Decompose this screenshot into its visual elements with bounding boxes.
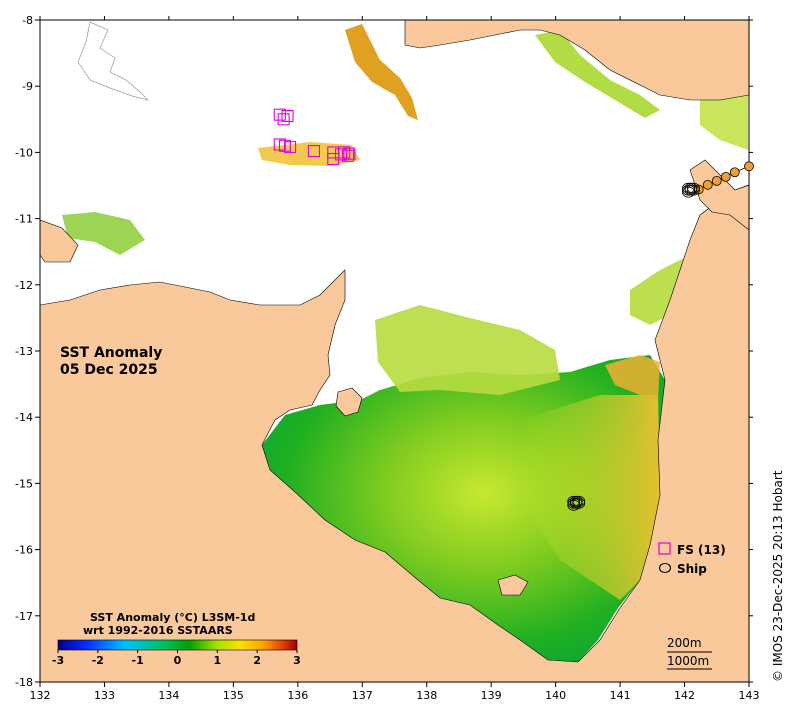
landmass-cape-york-tip xyxy=(689,159,749,231)
track-point xyxy=(711,175,722,186)
ship-legend-label: Ship xyxy=(677,562,707,576)
x-tick-label: 134 xyxy=(158,689,179,702)
track-point xyxy=(744,161,754,172)
sst-patch-north xyxy=(375,305,560,395)
y-tick-label: -9 xyxy=(22,80,33,93)
x-tick-label: 135 xyxy=(223,689,244,702)
sst-patch-east xyxy=(700,95,748,150)
y-tick-label: -17 xyxy=(15,610,33,623)
colorbar-tick-label: -2 xyxy=(92,654,104,667)
landmass-wellesley-islands xyxy=(497,574,529,596)
fs-station-marker xyxy=(273,108,286,121)
ship-marker xyxy=(682,186,695,198)
map-title-line2: 05 Dec 2025 xyxy=(60,362,158,378)
coastline-islands-nw xyxy=(77,21,150,101)
x-tick-label: 136 xyxy=(287,689,308,702)
fs-station-marker xyxy=(277,113,290,126)
landmass-new-guinea xyxy=(404,20,749,101)
fs-legend-label: FS (13) xyxy=(677,543,726,557)
y-tick-label: -12 xyxy=(15,279,33,292)
x-tick-label: 141 xyxy=(610,689,631,702)
x-axis: 132 133 134 135 136 137 138 139 140 141 142 143 xyxy=(30,16,760,702)
colorbar-tick-label: 2 xyxy=(253,654,261,667)
sst-patch-center xyxy=(258,142,360,166)
y-tick-label: -15 xyxy=(15,477,33,490)
ship-marker xyxy=(567,497,581,509)
scale-label-200m: 200m xyxy=(667,636,702,650)
fs-station-marker xyxy=(327,152,340,166)
ship-legend-icon xyxy=(658,562,672,574)
colorbar-gradient xyxy=(57,639,298,651)
y-tick-label: -16 xyxy=(15,544,33,557)
x-tick-label: 133 xyxy=(94,689,115,702)
x-tick-label: 138 xyxy=(416,689,437,702)
colorbar-tick-label: -1 xyxy=(132,654,144,667)
colorbar-tick-label: -3 xyxy=(52,654,64,667)
y-tick-label: -8 xyxy=(22,14,33,27)
landmass-groote-eylandt xyxy=(335,387,363,417)
colorbar-tick-label: 3 xyxy=(293,654,301,667)
x-tick-label: 143 xyxy=(739,689,760,702)
ship-marker xyxy=(684,184,698,196)
map-title-line1: SST Anomaly xyxy=(60,345,162,361)
track-point xyxy=(702,179,713,190)
landmass-west-island xyxy=(40,219,79,263)
colorbar-tick-label: 0 xyxy=(174,654,182,667)
depth-scale: 200m 1000m xyxy=(667,636,712,670)
colorbar-title-line1: SST Anomaly (°C) L3SM-1d xyxy=(90,611,255,624)
sst-patch-arafura-nw xyxy=(345,24,418,120)
y-tick-label: -18 xyxy=(15,676,33,689)
y-axis: -8-9-10-11-12-13-14-15-16-17-18 xyxy=(15,14,753,689)
track-point xyxy=(720,171,731,182)
sst-warm-northeast xyxy=(605,355,660,400)
sst-patch-west xyxy=(62,212,145,255)
fs-station-marker xyxy=(334,148,348,161)
fs-station-marker xyxy=(273,138,286,151)
x-tick-label: 137 xyxy=(352,689,373,702)
fs-station-marker xyxy=(342,149,355,162)
scale-label-1000m: 1000m xyxy=(667,654,709,668)
sst-warm-east xyxy=(520,395,660,600)
y-tick-label: -10 xyxy=(15,146,33,159)
colorbar: SST Anomaly (°C) L3SM-1d wrt 1992-2016 S… xyxy=(52,611,301,667)
fs-station-marker xyxy=(307,145,320,158)
landmass-arnhem-land xyxy=(40,184,749,682)
land xyxy=(40,20,749,682)
x-tick-label: 140 xyxy=(545,689,566,702)
x-tick-label: 142 xyxy=(674,689,695,702)
ship-marker xyxy=(682,184,695,196)
ship-positions xyxy=(567,182,700,511)
ship-marker xyxy=(567,499,581,511)
colorbar-title-line2: wrt 1992-2016 SSTAARS xyxy=(83,624,233,637)
glider-track xyxy=(693,161,754,195)
marker-legend: FS (13) Ship xyxy=(658,542,726,576)
fs-station-marker xyxy=(343,147,356,160)
imos-credit: © IMOS 23-Dec-2025 20:13 Hobart xyxy=(771,470,785,682)
ship-marker xyxy=(569,497,583,509)
plot-area xyxy=(40,20,749,682)
y-tick-label: -11 xyxy=(15,213,33,226)
fs-legend-icon xyxy=(658,542,671,555)
y-tick-label: -13 xyxy=(15,345,33,358)
y-tick-label: -14 xyxy=(15,411,33,424)
colorbar-tick-label: 1 xyxy=(214,654,222,667)
fs-stations xyxy=(273,108,356,166)
fs-station-marker xyxy=(281,109,294,123)
sst-patch-arafura-ne xyxy=(535,30,660,118)
fs-station-marker xyxy=(284,141,297,154)
track-point xyxy=(729,167,740,178)
x-tick-label: 132 xyxy=(30,689,51,702)
colorbar-ticks: -3 -2 -1 0 1 2 3 xyxy=(52,650,301,667)
x-tick-label: 139 xyxy=(481,689,502,702)
